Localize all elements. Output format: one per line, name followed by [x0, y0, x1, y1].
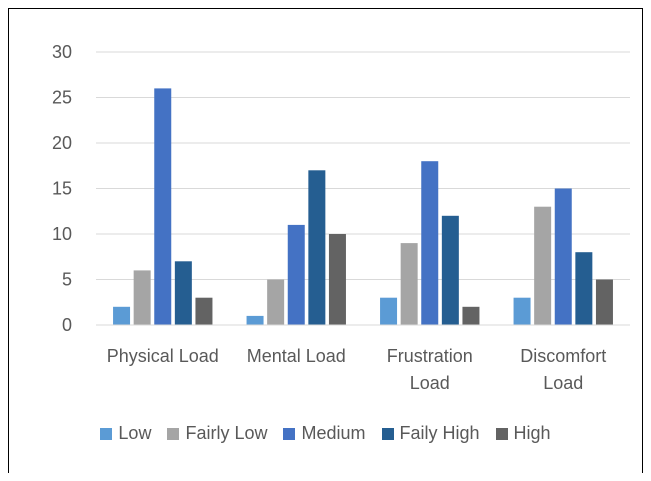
- bar-medium: [287, 224, 305, 325]
- legend: Low Fairly Low Medium Faily High High: [0, 423, 651, 444]
- x-category-label: Frustration: [387, 346, 473, 366]
- y-tick-label: 20: [52, 133, 72, 153]
- legend-swatch: [495, 427, 508, 440]
- bar-high: [462, 306, 480, 325]
- legend-label: Fairly Low: [185, 423, 268, 443]
- y-tick-label: 30: [52, 42, 72, 62]
- legend-label: Medium: [301, 423, 366, 443]
- x-axis-labels: Physical Load Mental Load Frustration Load D…: [107, 346, 607, 393]
- bar-high: [328, 234, 346, 325]
- legend-swatch: [381, 427, 394, 440]
- bar-high: [195, 297, 213, 325]
- x-category-label: Load: [543, 373, 583, 393]
- legend-item: High: [495, 423, 551, 444]
- y-axis-ticks: 0 5 10 15 20 25 30: [52, 42, 72, 335]
- legend-label: Faily High: [399, 423, 480, 443]
- bar-faily-high: [441, 215, 459, 325]
- bars: [113, 88, 613, 326]
- legend-item: Fairly Low: [167, 423, 267, 444]
- legend-item: Low: [100, 423, 151, 444]
- x-category-label: Mental Load: [247, 346, 346, 366]
- legend-item: Medium: [283, 423, 366, 444]
- bar-faily-high: [308, 170, 326, 325]
- bar-fairly-low: [400, 243, 418, 325]
- y-tick-label: 0: [62, 315, 72, 335]
- bar-faily-high: [174, 261, 192, 325]
- bar-fairly-low: [534, 206, 552, 325]
- bar-low: [513, 297, 531, 325]
- x-category-label: Load: [410, 373, 450, 393]
- bar-fairly-low: [267, 279, 285, 325]
- bar-low: [246, 315, 264, 325]
- y-tick-label: 25: [52, 88, 72, 108]
- bar-medium: [421, 161, 439, 325]
- legend-label: Low: [118, 423, 152, 443]
- bar-medium: [554, 188, 572, 325]
- bar-faily-high: [575, 252, 593, 325]
- bar-low: [380, 297, 398, 325]
- x-category-label: Discomfort: [520, 346, 606, 366]
- y-tick-label: 5: [62, 270, 72, 290]
- x-category-label: Physical Load: [107, 346, 219, 366]
- legend-label: High: [513, 423, 551, 443]
- y-tick-label: 15: [52, 179, 72, 199]
- bar-medium: [154, 88, 172, 326]
- bar-fairly-low: [133, 270, 151, 325]
- legend-item: Faily High: [381, 423, 480, 444]
- legend-swatch: [167, 427, 180, 440]
- bar-low: [113, 306, 131, 325]
- bar-high: [595, 279, 613, 325]
- legend-swatch: [283, 427, 296, 440]
- y-tick-label: 10: [52, 224, 72, 244]
- legend-swatch: [100, 427, 113, 440]
